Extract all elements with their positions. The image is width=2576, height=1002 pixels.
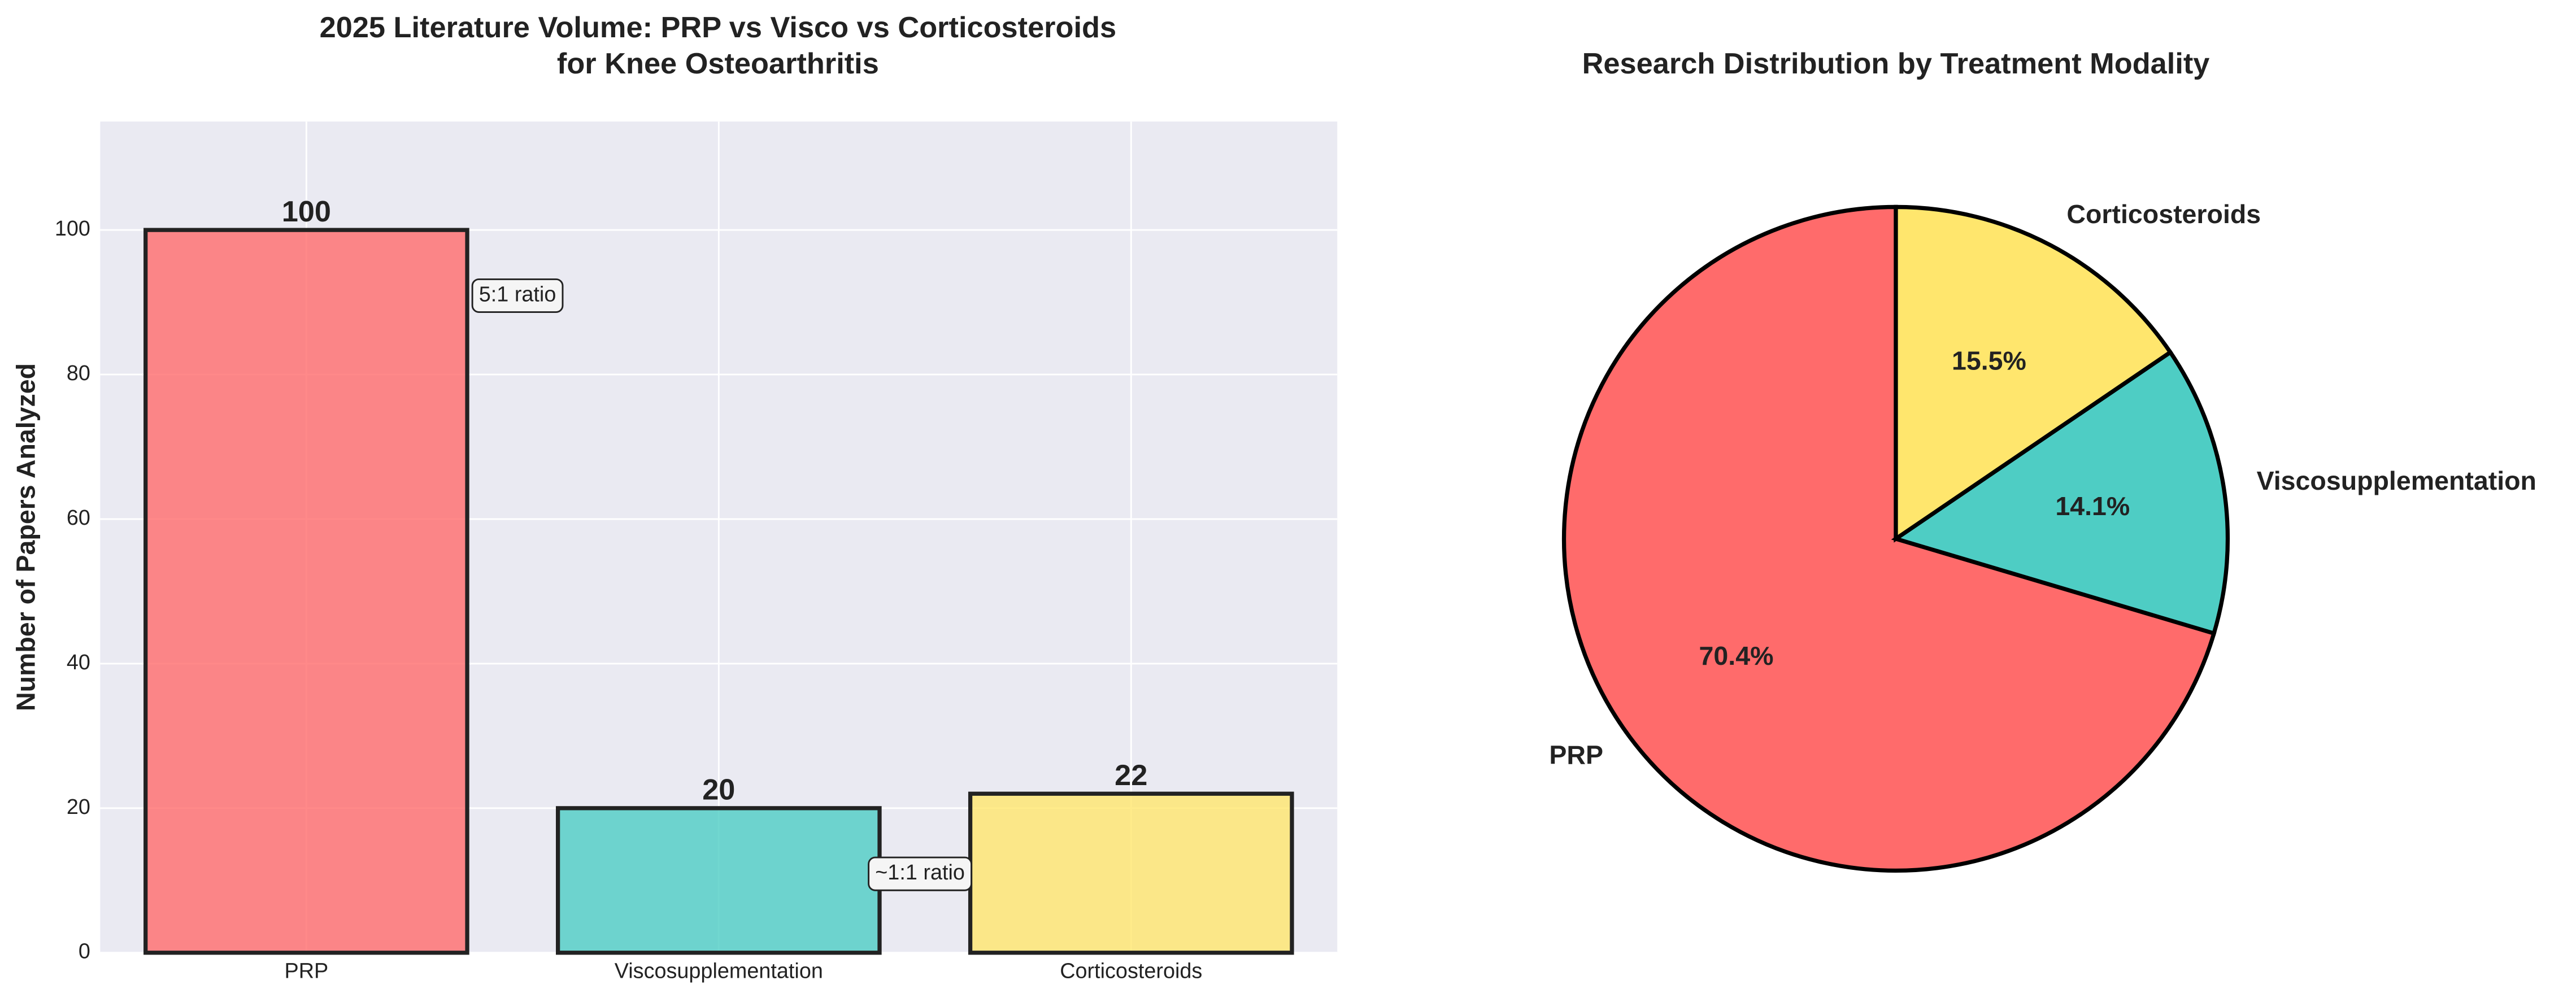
percent-label: 70.4% xyxy=(1699,641,1774,670)
chart-title: Research Distribution by Treatment Modal… xyxy=(1582,47,2210,80)
x-tick-label: PRP xyxy=(285,960,329,983)
y-tick-label: 0 xyxy=(79,940,90,964)
percent-label: 14.1% xyxy=(2055,491,2130,521)
bar xyxy=(556,806,882,955)
slice-label: Viscosupplementation xyxy=(2257,466,2536,495)
x-tick-label: Corticosteroids xyxy=(1060,960,1202,983)
value-label: 20 xyxy=(702,774,735,807)
bar xyxy=(968,791,1294,955)
chart-title: 2025 Literature Volume: PRP vs Visco vs … xyxy=(320,11,1117,44)
y-tick-label: 60 xyxy=(67,506,90,530)
annotation-box xyxy=(471,278,564,313)
x-tick-label: Viscosupplementation xyxy=(615,960,823,983)
chart-title: for Knee Osteoarthritis xyxy=(557,47,879,80)
annotation-box xyxy=(868,856,972,891)
bar xyxy=(143,228,469,955)
percent-label: 15.5% xyxy=(1952,346,2026,376)
slice-label: Corticosteroids xyxy=(2066,199,2261,229)
slice-label: PRP xyxy=(1549,740,1603,770)
pie-slice xyxy=(1894,204,2173,543)
y-tick-label: 100 xyxy=(55,217,90,241)
pie-slice xyxy=(1561,204,2217,873)
annotation: ~1:1 ratio xyxy=(875,861,965,885)
y-tick-label: 80 xyxy=(67,361,90,385)
y-axis-label: Number of Papers Analyzed xyxy=(11,363,41,711)
annotation: 5:1 ratio xyxy=(479,282,556,306)
pie-slice xyxy=(1891,349,2230,636)
value-label: 100 xyxy=(282,195,331,228)
y-tick-label: 40 xyxy=(67,651,90,674)
value-label: 22 xyxy=(1115,759,1147,792)
y-tick-label: 20 xyxy=(67,795,90,819)
